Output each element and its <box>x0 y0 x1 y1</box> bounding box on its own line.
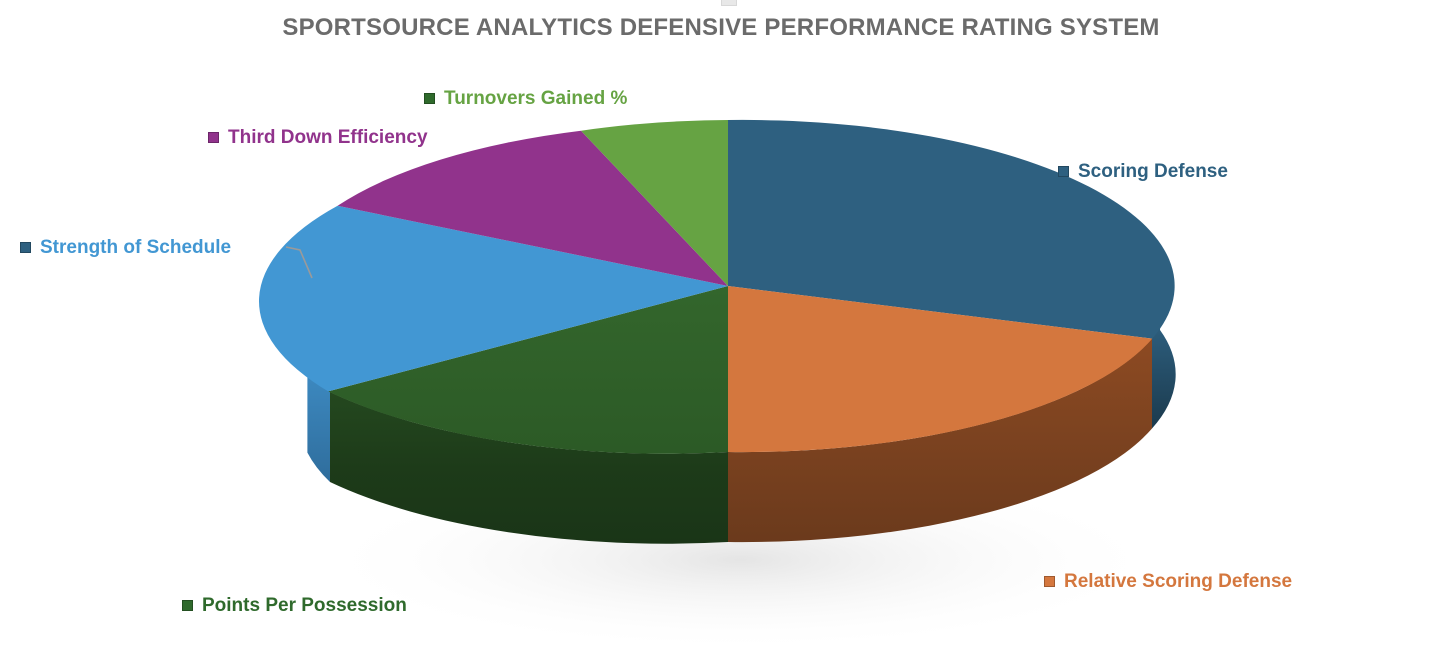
slice-side-scoring-defense <box>1152 320 1176 429</box>
slice-relative-scoring-defense[interactable] <box>728 286 1153 453</box>
legend-label-third-down-efficiency: Third Down Efficiency <box>228 127 428 148</box>
leader-line-strength-of-schedule <box>285 246 313 279</box>
slice-side-points-per-possession <box>330 392 728 544</box>
legend-marker-strength-of-schedule <box>20 242 31 253</box>
legend-item-third-down-efficiency[interactable]: Third Down Efficiency <box>208 128 428 147</box>
legend-label-relative-scoring-defense: Relative Scoring Defense <box>1064 571 1293 592</box>
legend-item-scoring-defense[interactable]: Scoring Defense <box>1058 162 1228 181</box>
legend-marker-scoring-defense <box>1058 166 1069 177</box>
legend-label-strength-of-schedule: Strength of Schedule <box>40 237 232 258</box>
legend-marker-points-per-possession <box>182 600 193 611</box>
legend-label-scoring-defense: Scoring Defense <box>1078 161 1228 182</box>
chart-title: SPORTSOURCE ANALYTICS DEFENSIVE PERFORMA… <box>282 14 1160 41</box>
legend-item-points-per-possession[interactable]: Points Per Possession <box>182 596 407 615</box>
slice-strength-of-schedule[interactable] <box>258 205 728 392</box>
legend-label-points-per-possession: Points Per Possession <box>202 595 407 616</box>
legend-item-turnovers-gained[interactable]: Turnovers Gained % <box>424 89 627 108</box>
window-top-nub <box>721 0 737 6</box>
legend-marker-third-down-efficiency <box>208 132 219 143</box>
legend-marker-relative-scoring-defense <box>1044 576 1055 587</box>
legend-item-strength-of-schedule[interactable]: Strength of Schedule <box>20 238 231 257</box>
slice-points-per-possession[interactable] <box>328 286 728 454</box>
slice-turnovers-gained[interactable] <box>581 120 728 286</box>
slice-third-down-efficiency[interactable] <box>337 130 728 286</box>
slice-side-strength-of-schedule <box>307 362 330 482</box>
legend-label-turnovers-gained: Turnovers Gained % <box>444 88 628 109</box>
legend-item-relative-scoring-defense[interactable]: Relative Scoring Defense <box>1044 572 1292 591</box>
legend-marker-turnovers-gained <box>424 93 435 104</box>
slice-side-relative-scoring-defense <box>728 338 1152 543</box>
